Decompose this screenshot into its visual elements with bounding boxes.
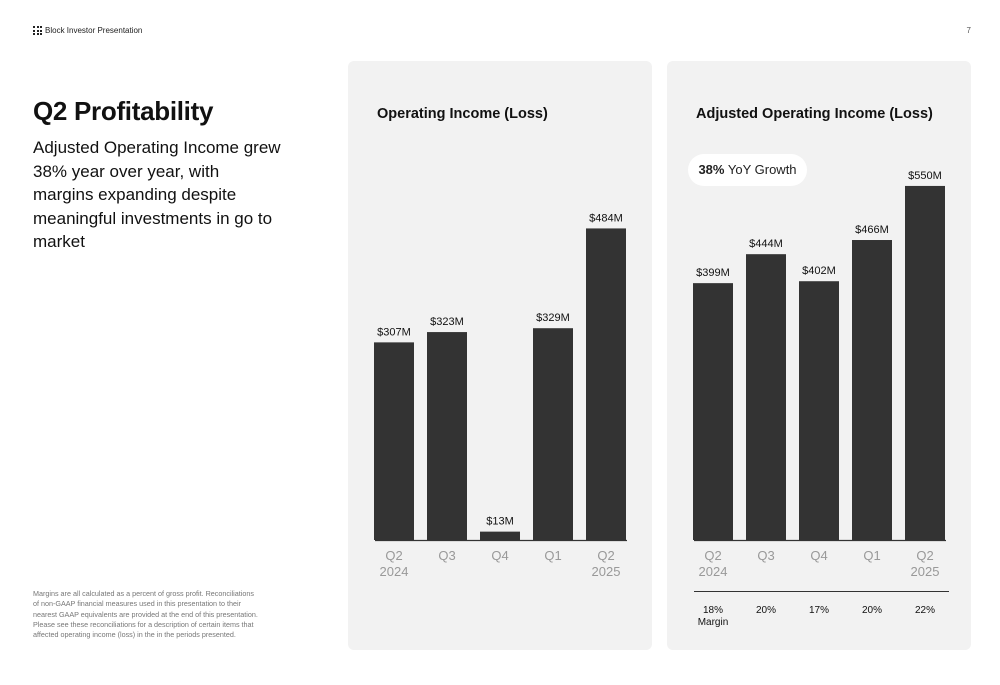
- data-label: $329M: [536, 312, 570, 324]
- data-label: $550M: [908, 170, 942, 182]
- data-label: $402M: [802, 265, 836, 277]
- bar: [693, 283, 733, 540]
- x-tick-label: Q3: [757, 548, 774, 563]
- x-tick-label: 2024: [699, 564, 728, 579]
- data-label: $484M: [589, 212, 623, 224]
- bar: [480, 531, 520, 540]
- x-tick-label: Q4: [491, 548, 508, 563]
- bar: [533, 328, 573, 540]
- header-title: Block Investor Presentation: [45, 26, 143, 35]
- margin-value: 20%: [736, 605, 796, 617]
- x-tick-label: Q2: [704, 548, 721, 563]
- yoy-growth-badge: 38% YoY Growth: [688, 154, 807, 186]
- data-label: $466M: [855, 224, 889, 236]
- slide-subtitle: Adjusted Operating Income grew 38% year …: [33, 138, 281, 251]
- margin-label-text: Margin: [697, 617, 729, 628]
- operating-income-panel: Operating Income (Loss) $307M Q2 2024 $323M…: [348, 61, 652, 650]
- margin-percent: 18%: [702, 605, 723, 616]
- bar: [427, 332, 467, 540]
- margin-value: 18% Margin: [683, 605, 743, 629]
- data-label: $444M: [749, 238, 783, 250]
- yoy-growth-value: 38%: [698, 162, 725, 177]
- x-tick-label: 2024: [380, 564, 409, 579]
- margin-percent: 20%: [755, 605, 776, 616]
- margin-value: 22%: [895, 605, 955, 617]
- data-label: $13M: [486, 516, 514, 528]
- adjusted-operating-income-panel: Adjusted Operating Income (Loss) 38% YoY…: [667, 61, 971, 650]
- bar: [852, 240, 892, 540]
- x-tick-label: Q1: [544, 548, 561, 563]
- x-tick-label: Q4: [810, 548, 827, 563]
- yoy-growth-text: YoY Growth: [727, 162, 797, 177]
- margin-value: 17%: [789, 605, 849, 617]
- bar: [799, 281, 839, 540]
- footnote: Margins are all calculated as a percent …: [33, 589, 258, 640]
- x-tick-label: Q1: [863, 548, 880, 563]
- data-label: $399M: [696, 267, 730, 279]
- operating-income-chart: $307MQ22024$323MQ3$13MQ4$329MQ1$484MQ220…: [374, 212, 627, 579]
- margin-percent: 22%: [914, 605, 935, 616]
- bar: [586, 228, 626, 541]
- x-tick-label: 2025: [592, 564, 621, 579]
- chart-title: Operating Income (Loss): [377, 106, 548, 122]
- margin-value: 20%: [842, 605, 902, 617]
- x-tick-label: Q2: [916, 548, 933, 563]
- bar: [374, 342, 414, 540]
- adjusted-operating-income-chart: $399MQ22024$444MQ3$402MQ4$466MQ1$550MQ22…: [693, 170, 949, 592]
- bar: [746, 254, 786, 541]
- chart-title: Adjusted Operating Income (Loss): [696, 106, 933, 122]
- margin-percent: 20%: [861, 605, 882, 616]
- x-tick-label: Q3: [438, 548, 455, 563]
- slide-title: Q2 Profitability: [33, 96, 214, 126]
- data-label: $307M: [377, 326, 411, 338]
- x-tick-label: 2025: [911, 564, 940, 579]
- bar: [905, 185, 945, 540]
- block-logo-icon: [33, 26, 42, 35]
- page-number: 7: [966, 26, 971, 35]
- margin-percent: 17%: [808, 605, 829, 616]
- x-tick-label: Q2: [385, 548, 402, 563]
- data-label: $323M: [430, 316, 464, 328]
- x-tick-label: Q2: [597, 548, 614, 563]
